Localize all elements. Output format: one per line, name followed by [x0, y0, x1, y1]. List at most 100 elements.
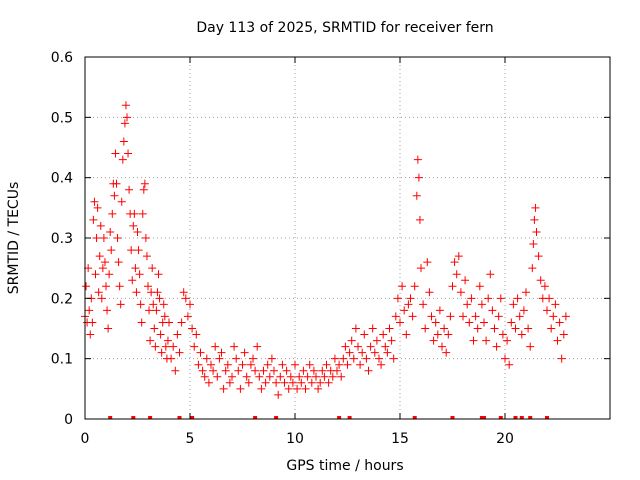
- data-point: [242, 372, 251, 381]
- data-point: [433, 330, 442, 339]
- data-point: [396, 318, 404, 327]
- data-point: [221, 366, 230, 375]
- data-point: [540, 282, 549, 291]
- data-point: [267, 354, 276, 363]
- baseline-marker: [347, 416, 352, 419]
- data-point: [419, 300, 428, 309]
- data-point: [364, 366, 373, 375]
- data-point: [104, 324, 113, 333]
- data-point: [160, 312, 169, 321]
- data-point: [95, 252, 104, 261]
- data-point: [240, 348, 249, 357]
- data-point: [391, 312, 400, 321]
- data-point: [381, 342, 390, 351]
- data-point: [532, 227, 541, 236]
- data-point: [119, 137, 128, 146]
- data-point: [349, 354, 358, 363]
- data-point: [157, 348, 166, 357]
- data-point: [270, 366, 278, 375]
- data-point: [249, 354, 257, 363]
- data-point: [228, 372, 236, 381]
- data-point: [482, 336, 491, 345]
- data-point: [129, 221, 138, 230]
- data-point: [456, 288, 465, 297]
- data-point: [299, 366, 308, 375]
- x-tick-label: 20: [496, 431, 514, 447]
- data-point: [387, 336, 396, 345]
- y-axis-label: SRMTID / TECUs: [6, 182, 22, 295]
- data-point: [117, 197, 126, 206]
- data-point: [159, 300, 168, 309]
- y-tick-label: 0.5: [51, 110, 73, 126]
- data-point: [82, 282, 91, 291]
- data-point: [118, 155, 127, 164]
- data-point: [400, 306, 409, 315]
- y-tick-label: 0.2: [51, 291, 73, 307]
- data-point: [413, 155, 422, 164]
- data-point: [98, 264, 107, 273]
- data-point: [200, 372, 209, 381]
- chart-title: Day 113 of 2025, SRMTID for receiver fer…: [196, 20, 493, 36]
- data-point: [156, 330, 165, 339]
- data-point: [120, 119, 129, 128]
- data-point: [531, 203, 540, 212]
- data-point: [278, 360, 287, 369]
- data-point: [517, 330, 526, 339]
- data-point: [452, 270, 461, 279]
- data-point: [148, 264, 157, 273]
- data-point: [123, 113, 131, 122]
- x-tick-label: 0: [81, 431, 90, 447]
- data-point: [97, 294, 106, 303]
- data-point: [125, 185, 134, 194]
- data-point: [261, 378, 270, 387]
- data-point: [196, 348, 205, 357]
- y-tick-label: 0.3: [51, 231, 73, 247]
- data-point: [236, 384, 245, 393]
- baseline-marker: [528, 416, 533, 419]
- data-point: [154, 270, 163, 279]
- data-point: [284, 384, 293, 393]
- data-point: [377, 360, 386, 369]
- data-point: [494, 312, 503, 321]
- data-point: [511, 324, 520, 333]
- data-point: [383, 348, 392, 357]
- data-point: [135, 270, 144, 279]
- data-point: [175, 348, 184, 357]
- data-point: [534, 252, 543, 261]
- data-point: [358, 348, 367, 357]
- y-tick-label: 0: [64, 412, 73, 428]
- data-point: [307, 378, 316, 387]
- data-point: [107, 246, 116, 255]
- data-point: [435, 306, 444, 315]
- baseline-marker: [337, 416, 342, 419]
- data-point: [255, 372, 264, 381]
- data-point: [536, 276, 545, 285]
- data-point: [149, 300, 158, 309]
- data-point: [389, 354, 398, 363]
- data-point: [333, 366, 341, 375]
- data-point: [316, 378, 325, 387]
- baseline-marker: [177, 416, 182, 419]
- data-point: [223, 360, 232, 369]
- data-point: [169, 342, 178, 351]
- data-point: [209, 366, 218, 375]
- data-point: [404, 300, 413, 309]
- data-point: [440, 324, 449, 333]
- data-point: [230, 342, 239, 351]
- baseline-marker: [274, 416, 279, 419]
- data-point: [305, 360, 314, 369]
- data-point: [134, 246, 143, 255]
- data-point: [132, 288, 141, 297]
- data-point: [202, 354, 211, 363]
- data-point: [505, 360, 514, 369]
- data-point: [183, 312, 192, 321]
- data-point: [515, 312, 524, 321]
- data-point: [116, 300, 125, 309]
- baseline-marker: [148, 416, 153, 419]
- data-point: [246, 360, 255, 369]
- data-point: [547, 324, 556, 333]
- data-point: [198, 366, 207, 375]
- grid-lines: [85, 57, 610, 419]
- data-point: [509, 300, 518, 309]
- data-point: [490, 324, 499, 333]
